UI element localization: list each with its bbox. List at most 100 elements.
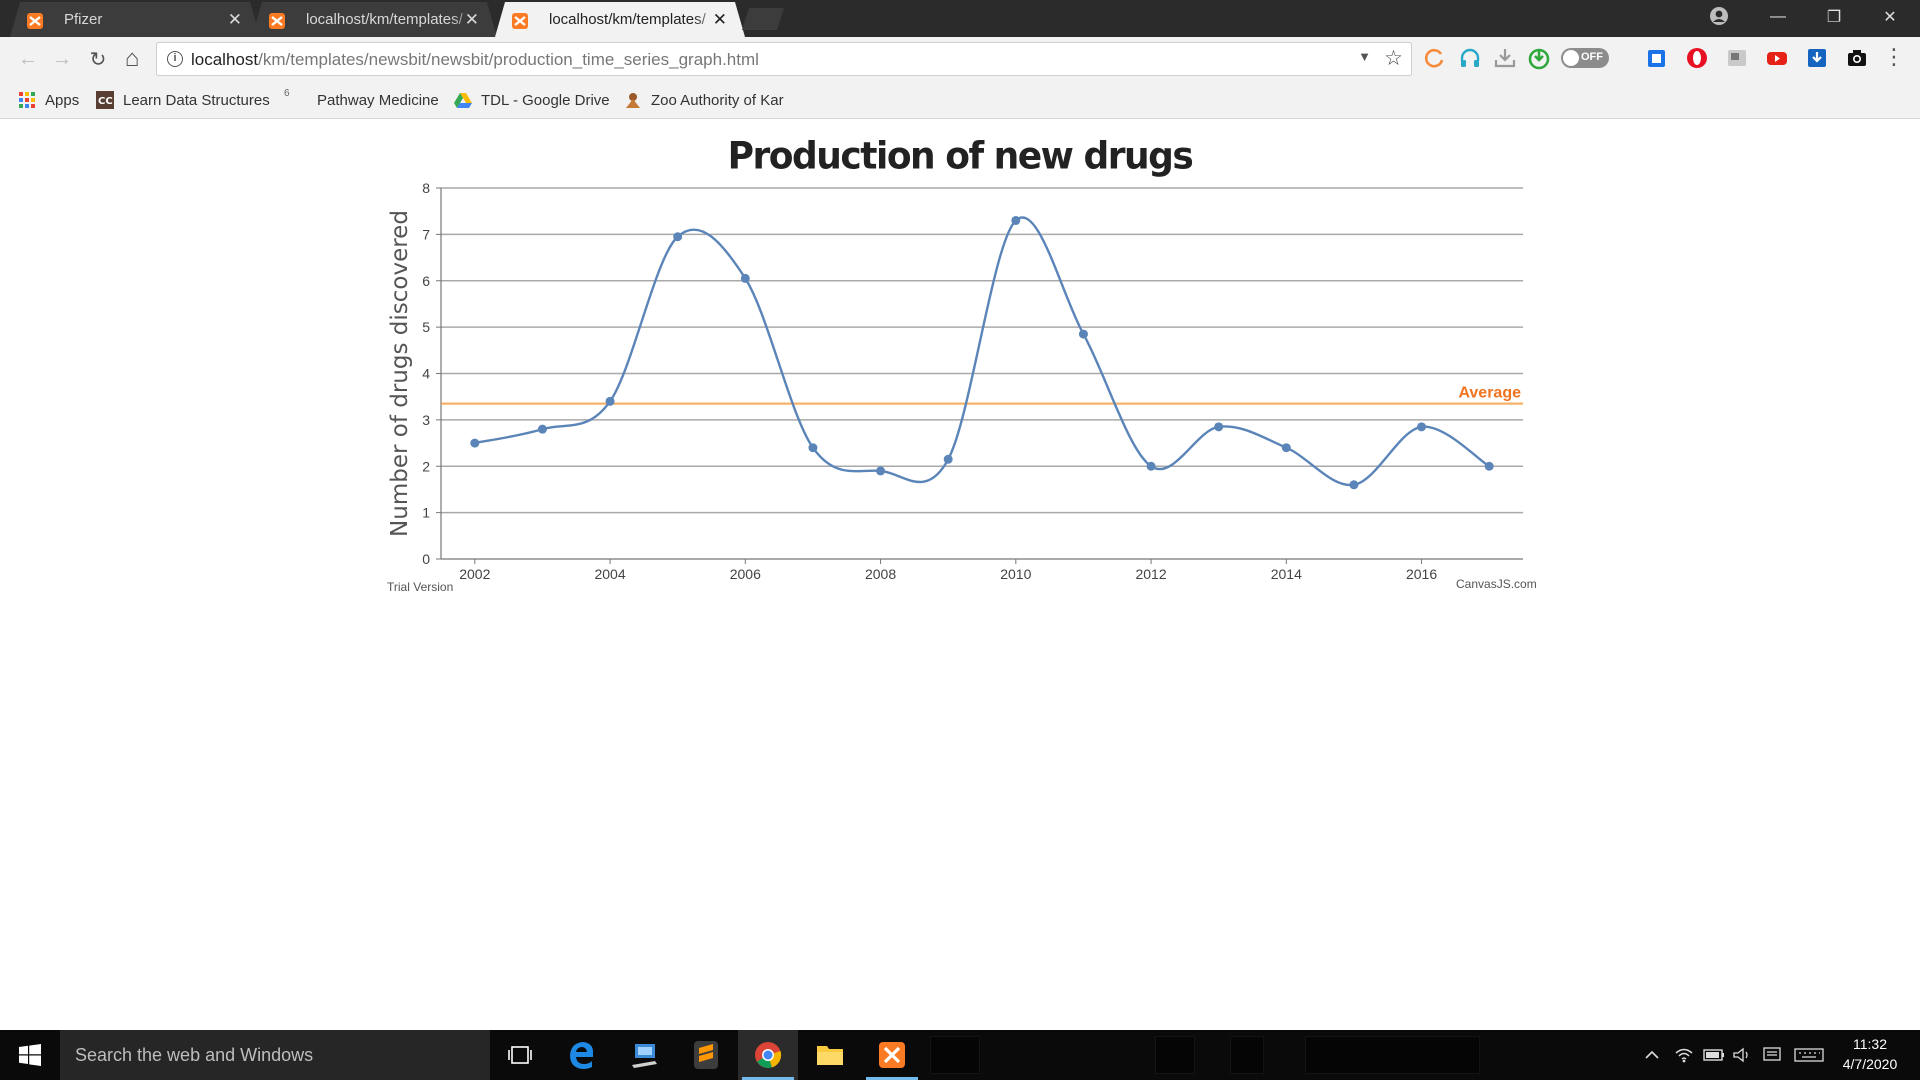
tab-title: localhost/km/templates/ <box>549 11 706 28</box>
taskbar-empty-slot <box>1155 1036 1195 1074</box>
restore-button[interactable]: ❐ <box>1826 9 1842 26</box>
bookmark-label: Apps <box>45 91 80 109</box>
xampp-icon <box>269 13 285 29</box>
bookmark-label: TDL - Google Drive <box>481 91 610 109</box>
minimize-button[interactable]: — <box>1770 8 1786 25</box>
y-tick-label: 4 <box>422 366 430 382</box>
bookmark-zoo-authority[interactable]: Zoo Authority of Kar <box>624 88 794 112</box>
x-tick-label: 2004 <box>594 566 625 582</box>
browser-menu-icon[interactable]: ⋮ <box>1883 44 1905 69</box>
y-axis-title: Number of drugs discovered <box>387 210 413 537</box>
battery-icon[interactable] <box>1702 1045 1726 1065</box>
taskbar-empty-slot <box>1230 1036 1264 1074</box>
clock-date: 4/7/2020 <box>1842 1056 1898 1072</box>
tab-localhost-1[interactable]: localhost/km/templates/ ✕ <box>252 2 497 37</box>
clock-time: 11:32 <box>1853 1036 1887 1052</box>
address-url[interactable]: localhost/km/templates/newsbit/newsbit/p… <box>191 50 759 70</box>
y-tick-label: 8 <box>422 180 430 196</box>
data-point <box>1078 329 1088 339</box>
tab-close-icon[interactable]: ✕ <box>227 10 242 29</box>
bookmark-star-icon[interactable]: ☆ <box>1384 47 1403 70</box>
remote-desktop-icon <box>632 1044 657 1068</box>
bookmark-apps[interactable]: Apps <box>18 88 79 112</box>
taskbar-empty-slot <box>930 1036 980 1074</box>
sublime-taskbar-button[interactable] <box>676 1030 736 1080</box>
xampp-icon <box>512 13 528 29</box>
notifications-icon[interactable] <box>1760 1045 1784 1065</box>
y-tick-label: 1 <box>422 505 430 521</box>
y-tick-label: 0 <box>422 551 430 567</box>
apps-grid-icon <box>19 92 35 108</box>
x-tick-label: 2006 <box>730 566 761 582</box>
cc-icon: CC <box>96 91 114 109</box>
back-button[interactable]: ← <box>18 47 38 70</box>
bookmark-pathway-medicine[interactable]: Pathway Medicine <box>300 88 439 112</box>
square-extension-icon[interactable] <box>1645 46 1669 70</box>
canvasjs-credit-link[interactable]: CanvasJS.com <box>1456 577 1537 591</box>
remote-desktop-taskbar-button[interactable] <box>614 1030 674 1080</box>
address-dropdown-icon[interactable]: ▼ <box>1358 49 1371 64</box>
site-info-icon[interactable]: i <box>167 51 183 67</box>
show-hidden-icons-chevron-icon[interactable] <box>1640 1045 1664 1065</box>
url-path: /km/templates/newsbit/newsbit/production… <box>258 50 759 69</box>
x-tick-label: 2016 <box>1406 566 1437 582</box>
x-tick-label: 2008 <box>865 566 896 582</box>
data-point <box>1146 461 1156 471</box>
bookmark-label: Learn Data Structures <box>123 91 270 109</box>
wifi-icon[interactable] <box>1672 1045 1696 1065</box>
taskbar-search-box[interactable]: Search the web and Windows <box>60 1030 490 1080</box>
tab-pfizer[interactable]: Pfizer ✕ <box>10 2 260 37</box>
file-explorer-taskbar-button[interactable] <box>800 1030 860 1080</box>
xampp-icon <box>879 1042 905 1068</box>
y-tick-label: 7 <box>422 226 430 242</box>
edge-taskbar-button[interactable] <box>552 1030 612 1080</box>
y-tick-label: 3 <box>422 412 430 428</box>
tab-localhost-active[interactable]: localhost/km/templates/ ✕ <box>495 2 745 37</box>
download-tray-icon[interactable] <box>1493 46 1517 70</box>
image-extension-icon[interactable] <box>1725 46 1749 70</box>
profile-icon[interactable] <box>1708 5 1730 27</box>
edge-icon <box>570 1042 594 1069</box>
bookmark-tdl-google-drive[interactable]: TDL - Google Drive <box>454 88 610 112</box>
xampp-taskbar-button[interactable] <box>862 1030 922 1080</box>
keyboard-icon[interactable] <box>1792 1045 1826 1065</box>
data-point <box>943 454 953 464</box>
bookmark-learn-data-structures[interactable]: CC Learn Data Structures <box>96 88 272 112</box>
reload-button[interactable]: ↻ <box>89 48 107 71</box>
file-explorer-icon <box>817 1046 843 1065</box>
youtube-extension-icon[interactable] <box>1765 46 1789 70</box>
volume-icon[interactable] <box>1730 1045 1754 1065</box>
data-point <box>808 443 818 453</box>
chart-container: 0 1 2 3 4 5 6 7 8 2002 2004 2006 2008 2010 2012 2014 201… <box>380 130 1540 600</box>
home-button[interactable]: ⌂ <box>124 45 140 72</box>
camera-extension-icon[interactable] <box>1845 46 1869 70</box>
download-extension-icon[interactable] <box>1805 46 1829 70</box>
sublime-text-icon <box>694 1041 718 1069</box>
off-toggle[interactable]: OFF <box>1561 48 1609 68</box>
data-point <box>1349 480 1359 490</box>
data-point <box>1214 422 1224 432</box>
toggle-label: OFF <box>1581 51 1603 63</box>
refresh-extension-icon[interactable] <box>1422 46 1446 70</box>
data-point <box>1011 215 1021 225</box>
headphones-extension-icon[interactable] <box>1458 46 1482 70</box>
url-host: localhost <box>191 50 259 69</box>
tab-strip: Pfizer ✕ localhost/km/templates/ ✕ local… <box>0 0 1920 37</box>
close-window-button[interactable]: ✕ <box>1883 9 1897 26</box>
new-tab-button[interactable] <box>742 8 784 30</box>
bookmark-label: Pathway Medicine <box>317 91 439 109</box>
taskbar-empty-slot <box>1305 1036 1480 1074</box>
power-download-icon[interactable] <box>1527 46 1551 70</box>
opera-extension-icon[interactable] <box>1685 46 1709 70</box>
series-line-0 <box>474 216 1490 487</box>
system-clock[interactable]: 11:32 4/7/2020 <box>1835 1034 1905 1074</box>
start-button[interactable] <box>0 1030 60 1080</box>
tab-close-icon[interactable]: ✕ <box>464 10 479 29</box>
tab-close-icon[interactable]: ✕ <box>712 10 727 29</box>
task-view-button[interactable] <box>490 1030 550 1080</box>
data-point <box>1484 461 1494 471</box>
address-bar[interactable]: i localhost/km/templates/newsbit/newsbit… <box>156 42 1412 76</box>
forward-button[interactable]: → <box>52 47 72 70</box>
chrome-taskbar-button[interactable] <box>738 1030 798 1080</box>
windows-taskbar: Search the web and Windows 11:32 <box>0 1030 1920 1080</box>
